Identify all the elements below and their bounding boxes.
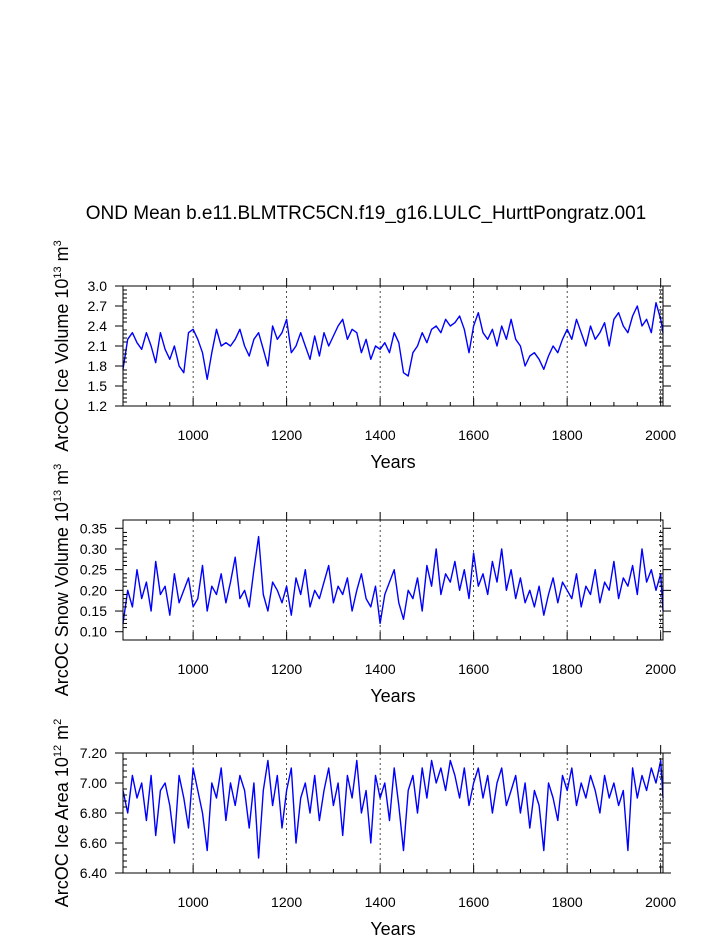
ice-volume-y-axis-label-base: ArcOC Ice Volume 10 [52, 279, 72, 452]
ice-area-x-tick-label: 1400 [365, 894, 396, 910]
ice-area-x-tick-label: 1200 [271, 894, 302, 910]
ice-area-y-tick-label: 6.40 [80, 865, 107, 881]
ice-area-y-axis-label-base: ArcOC Ice Area 10 [52, 757, 72, 907]
ice-volume-y-tick-label: 2.4 [88, 318, 108, 334]
ice-area-y-axis-label: ArcOC Ice Area 1012 m2 [52, 719, 72, 907]
snow-volume-x-tick-label: 1600 [458, 661, 489, 677]
snow-volume-y-tick-label: 0.35 [80, 520, 107, 536]
snow-volume-y-tick-label: 0.15 [80, 603, 107, 619]
ice-area-x-tick-label: 1800 [552, 894, 583, 910]
snow-volume-y-tick-label: 0.25 [80, 562, 107, 578]
ice-volume-series-line [122, 302, 664, 380]
snow-volume-y-tick-label: 0.10 [80, 624, 107, 640]
ice-volume-panel: 1000 1200 1400 1600 1800 2000 1.2 1.5 1.8 2.1 2.4 2… [52, 240, 676, 472]
snow-volume-x-axis-label: Years [370, 686, 415, 706]
figure-title: OND Mean b.e11.BLMTRC5CN.f19_g16.LULC_Hu… [86, 203, 646, 224]
ice-area-x-tick-label: 2000 [645, 894, 676, 910]
panels-group: 1000 1200 1400 1600 1800 2000 1.2 1.5 1.8 2.1 2.4 2… [52, 240, 676, 935]
ice-volume-x-tick-label: 1400 [365, 427, 396, 443]
ice-area-y-tick-label: 7.20 [80, 745, 107, 761]
ice-volume-y-tick-label: 1.8 [88, 358, 108, 374]
snow-volume-x-tick-label: 1400 [365, 661, 396, 677]
ice-volume-x-tick-label: 2000 [645, 427, 676, 443]
snow-volume-y-axis-label-unit: m [52, 470, 72, 490]
ice-area-y-tick-label: 7.00 [80, 775, 107, 791]
snow-volume-y-axis-label: ArcOC Snow Volume 1013 m3 [52, 464, 72, 696]
snow-volume-x-tick-label: 1200 [271, 661, 302, 677]
ice-volume-y-tick-label: 1.5 [88, 378, 108, 394]
ice-volume-y-axis-label: ArcOC Ice Volume 1013 m3 [52, 240, 72, 451]
snow-volume-y-axis-label-unit-exp: 3 [52, 464, 64, 470]
ice-volume-y-tick-label: 2.1 [88, 338, 108, 354]
snow-volume-y-axis-label-base: ArcOC Snow Volume 10 [52, 502, 72, 696]
ice-area-y-axis-label-exp: 12 [52, 745, 64, 757]
ice-area-y-tick-label: 6.60 [80, 835, 107, 851]
ice-volume-y-axis-label-exp: 13 [52, 266, 64, 278]
snow-volume-y-axis-label-exp: 13 [52, 490, 64, 502]
snow-volume-series-line [122, 535, 664, 625]
ice-volume-y-axis-label-unit-exp: 3 [52, 240, 64, 246]
ice-volume-y-tick-label: 3.0 [88, 278, 108, 294]
ice-volume-x-tick-label: 1600 [458, 427, 489, 443]
ice-area-y-axis-label-unit: m [52, 725, 72, 745]
snow-volume-panel: 1000 1200 1400 1600 1800 2000 0.10 0.15 0.20 0.25… [52, 464, 676, 706]
ice-area-x-axis-label: Years [370, 919, 415, 935]
ice-area-plot-frame [122, 752, 664, 874]
snow-volume-x-tick-label: 1800 [552, 661, 583, 677]
snow-volume-plot-frame [122, 519, 664, 641]
ice-area-series-line [122, 759, 664, 859]
ice-volume-x-tick-label: 1200 [271, 427, 302, 443]
ice-area-y-axis-label-unit-exp: 2 [52, 719, 64, 725]
ice-volume-plot-frame [122, 285, 664, 407]
ice-volume-y-axis-label-unit: m [52, 246, 72, 266]
ice-area-x-tick-label: 1600 [458, 894, 489, 910]
ice-volume-x-tick-label: 1000 [178, 427, 209, 443]
ice-volume-y-tick-label: 1.2 [88, 398, 108, 414]
ice-volume-x-axis-label: Years [370, 452, 415, 472]
ice-volume-x-tick-label: 1800 [552, 427, 583, 443]
snow-volume-y-tick-label: 0.20 [80, 582, 107, 598]
snow-volume-x-tick-label: 1000 [178, 661, 209, 677]
ice-area-x-tick-label: 1000 [178, 894, 209, 910]
ice-area-y-tick-label: 6.80 [80, 805, 107, 821]
snow-volume-y-tick-label: 0.30 [80, 541, 107, 557]
snow-volume-x-tick-label: 2000 [645, 661, 676, 677]
ice-area-panel: 1000 1200 1400 1600 1800 2000 6.40 6.60 6.80 7.00… [52, 719, 676, 935]
ice-volume-y-tick-label: 2.7 [88, 298, 108, 314]
